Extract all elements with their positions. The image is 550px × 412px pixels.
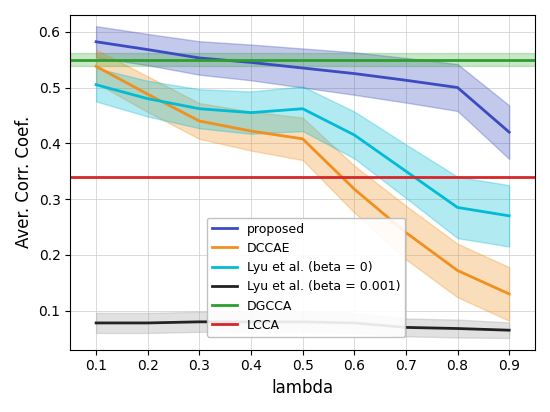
proposed	[196, 56, 202, 61]
Lyu et al. (beta = 0.001)	[403, 325, 409, 330]
proposed	[403, 78, 409, 83]
Lyu et al. (beta = 0.001)	[248, 319, 254, 324]
Lyu et al. (beta = 0)	[93, 82, 100, 87]
proposed	[145, 47, 151, 52]
Line: proposed: proposed	[96, 42, 509, 132]
proposed	[299, 66, 306, 70]
Lyu et al. (beta = 0.001)	[351, 321, 358, 325]
proposed	[248, 60, 254, 65]
Lyu et al. (beta = 0.001)	[299, 319, 306, 324]
Lyu et al. (beta = 0.001)	[506, 328, 513, 332]
proposed	[351, 71, 358, 76]
Line: Lyu et al. (beta = 0): Lyu et al. (beta = 0)	[96, 85, 509, 216]
DCCAE	[506, 291, 513, 296]
Lyu et al. (beta = 0.001)	[93, 321, 100, 325]
Lyu et al. (beta = 0)	[196, 106, 202, 111]
DCCAE	[299, 136, 306, 141]
Lyu et al. (beta = 0)	[299, 106, 306, 111]
DCCAE	[351, 187, 358, 192]
proposed	[506, 130, 513, 135]
Line: DCCAE: DCCAE	[96, 66, 509, 294]
Line: Lyu et al. (beta = 0.001): Lyu et al. (beta = 0.001)	[96, 322, 509, 330]
DCCAE	[248, 129, 254, 133]
Lyu et al. (beta = 0)	[145, 96, 151, 101]
DCCAE	[196, 119, 202, 124]
X-axis label: lambda: lambda	[272, 379, 334, 397]
DCCAE	[403, 230, 409, 235]
proposed	[93, 39, 100, 44]
DCCAE	[93, 64, 100, 69]
DCCAE	[454, 268, 461, 273]
Lyu et al. (beta = 0)	[454, 205, 461, 210]
Lyu et al. (beta = 0)	[506, 213, 513, 218]
Lyu et al. (beta = 0)	[403, 169, 409, 174]
Lyu et al. (beta = 0.001)	[145, 321, 151, 325]
Lyu et al. (beta = 0.001)	[454, 326, 461, 331]
Y-axis label: Aver. Corr. Coef.: Aver. Corr. Coef.	[15, 116, 33, 248]
Lyu et al. (beta = 0)	[248, 110, 254, 115]
DCCAE	[145, 92, 151, 97]
Lyu et al. (beta = 0.001)	[196, 319, 202, 324]
Legend: proposed, DCCAE, Lyu et al. (beta = 0), Lyu et al. (beta = 0.001), DGCCA, LCCA: proposed, DCCAE, Lyu et al. (beta = 0), …	[207, 218, 405, 337]
Lyu et al. (beta = 0)	[351, 133, 358, 138]
proposed	[454, 85, 461, 90]
